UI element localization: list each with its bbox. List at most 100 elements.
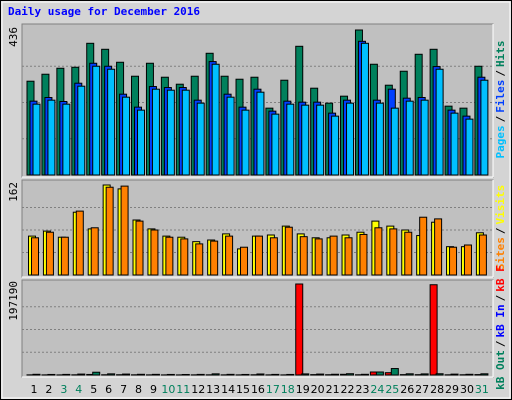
- legend-separator: /: [494, 70, 507, 77]
- bar: [344, 237, 353, 276]
- bar: [478, 234, 487, 276]
- bar: [271, 113, 280, 176]
- legend: Pages / Files / Hits: [494, 41, 507, 159]
- x-tick-label: 10: [161, 383, 175, 396]
- legend-entry: Files: [494, 80, 507, 113]
- bar: [374, 227, 383, 276]
- legend-entry: Sites: [494, 237, 507, 270]
- bar: [92, 371, 101, 376]
- bar: [295, 283, 304, 376]
- legend-entry: Pages: [494, 125, 507, 158]
- bar: [360, 373, 369, 376]
- bar: [180, 238, 189, 276]
- x-tick-label: 4: [75, 383, 82, 396]
- bar: [240, 246, 249, 276]
- legend-entry: kB Out: [494, 350, 507, 390]
- x-tick-label: 15: [236, 383, 250, 396]
- bar: [195, 243, 204, 276]
- x-tick-label: 24: [370, 383, 384, 396]
- bar: [241, 109, 250, 176]
- bar: [316, 104, 325, 176]
- bar: [256, 373, 265, 376]
- bar: [211, 63, 220, 176]
- bar: [435, 373, 444, 376]
- x-tick-label: 19: [296, 383, 310, 396]
- bar: [241, 373, 250, 376]
- bar: [271, 373, 280, 376]
- bar: [75, 210, 84, 276]
- bar: [122, 96, 131, 176]
- bar: [405, 100, 414, 176]
- bar: [360, 42, 369, 176]
- bar: [196, 102, 205, 176]
- bar: [331, 115, 340, 176]
- bar: [226, 373, 235, 376]
- chart-title: Daily usage for December 2016: [8, 5, 200, 18]
- bar: [47, 99, 56, 176]
- bar: [90, 227, 99, 276]
- bar: [331, 373, 340, 376]
- bar: [31, 237, 39, 276]
- x-tick-label: 3: [60, 383, 67, 396]
- bar: [135, 220, 144, 276]
- bar: [419, 216, 428, 276]
- bar: [256, 91, 265, 176]
- bar: [269, 237, 278, 276]
- bar: [254, 235, 263, 276]
- bar: [286, 103, 295, 176]
- x-tick-label: 5: [90, 383, 97, 396]
- x-tick-label: 21: [326, 383, 340, 396]
- bar: [211, 373, 220, 376]
- x-tick-label: 1: [31, 383, 38, 396]
- bar: [47, 373, 56, 376]
- bar: [62, 103, 71, 176]
- x-tick-label: 16: [251, 383, 265, 396]
- bar: [346, 373, 355, 376]
- bar: [390, 107, 399, 176]
- bar: [181, 89, 190, 176]
- bar: [404, 231, 413, 276]
- bar: [77, 373, 86, 376]
- bar: [226, 96, 235, 176]
- legend-separator: /: [494, 115, 507, 122]
- legend-separator: /: [494, 227, 507, 234]
- legend: Sites / Visits: [494, 185, 507, 271]
- bar: [329, 235, 338, 276]
- bar: [405, 373, 414, 376]
- bar: [346, 102, 355, 176]
- bar: [434, 218, 443, 276]
- x-tick-label: 13: [206, 383, 220, 396]
- bar: [465, 118, 474, 176]
- bar: [449, 246, 458, 276]
- y-tick-label: 436: [7, 27, 20, 47]
- bar: [92, 65, 101, 176]
- bar: [107, 68, 116, 176]
- x-tick-label: 17: [266, 383, 280, 396]
- bar: [32, 373, 41, 376]
- x-tick-label: 27: [415, 383, 429, 396]
- x-tick-label: 9: [150, 383, 157, 396]
- x-tick-label: 25: [385, 383, 399, 396]
- bar: [120, 185, 129, 276]
- bar: [463, 244, 472, 276]
- bar: [105, 186, 114, 276]
- bar: [137, 373, 146, 376]
- bar: [301, 104, 310, 176]
- bar: [45, 231, 54, 276]
- bar: [286, 373, 295, 376]
- legend: kB Out / kB In / kB F: [494, 265, 507, 390]
- legend-separator: /: [494, 340, 507, 347]
- bar: [375, 371, 384, 376]
- bar: [165, 236, 174, 276]
- bar: [429, 284, 438, 376]
- bar: [284, 226, 293, 276]
- bar: [210, 240, 219, 276]
- bar: [107, 373, 116, 376]
- y-tick-label: 162: [7, 182, 20, 202]
- bar: [359, 233, 368, 276]
- x-tick-label: 31: [475, 383, 489, 396]
- x-tick-label: 11: [176, 383, 190, 396]
- x-tick-label: 26: [400, 383, 414, 396]
